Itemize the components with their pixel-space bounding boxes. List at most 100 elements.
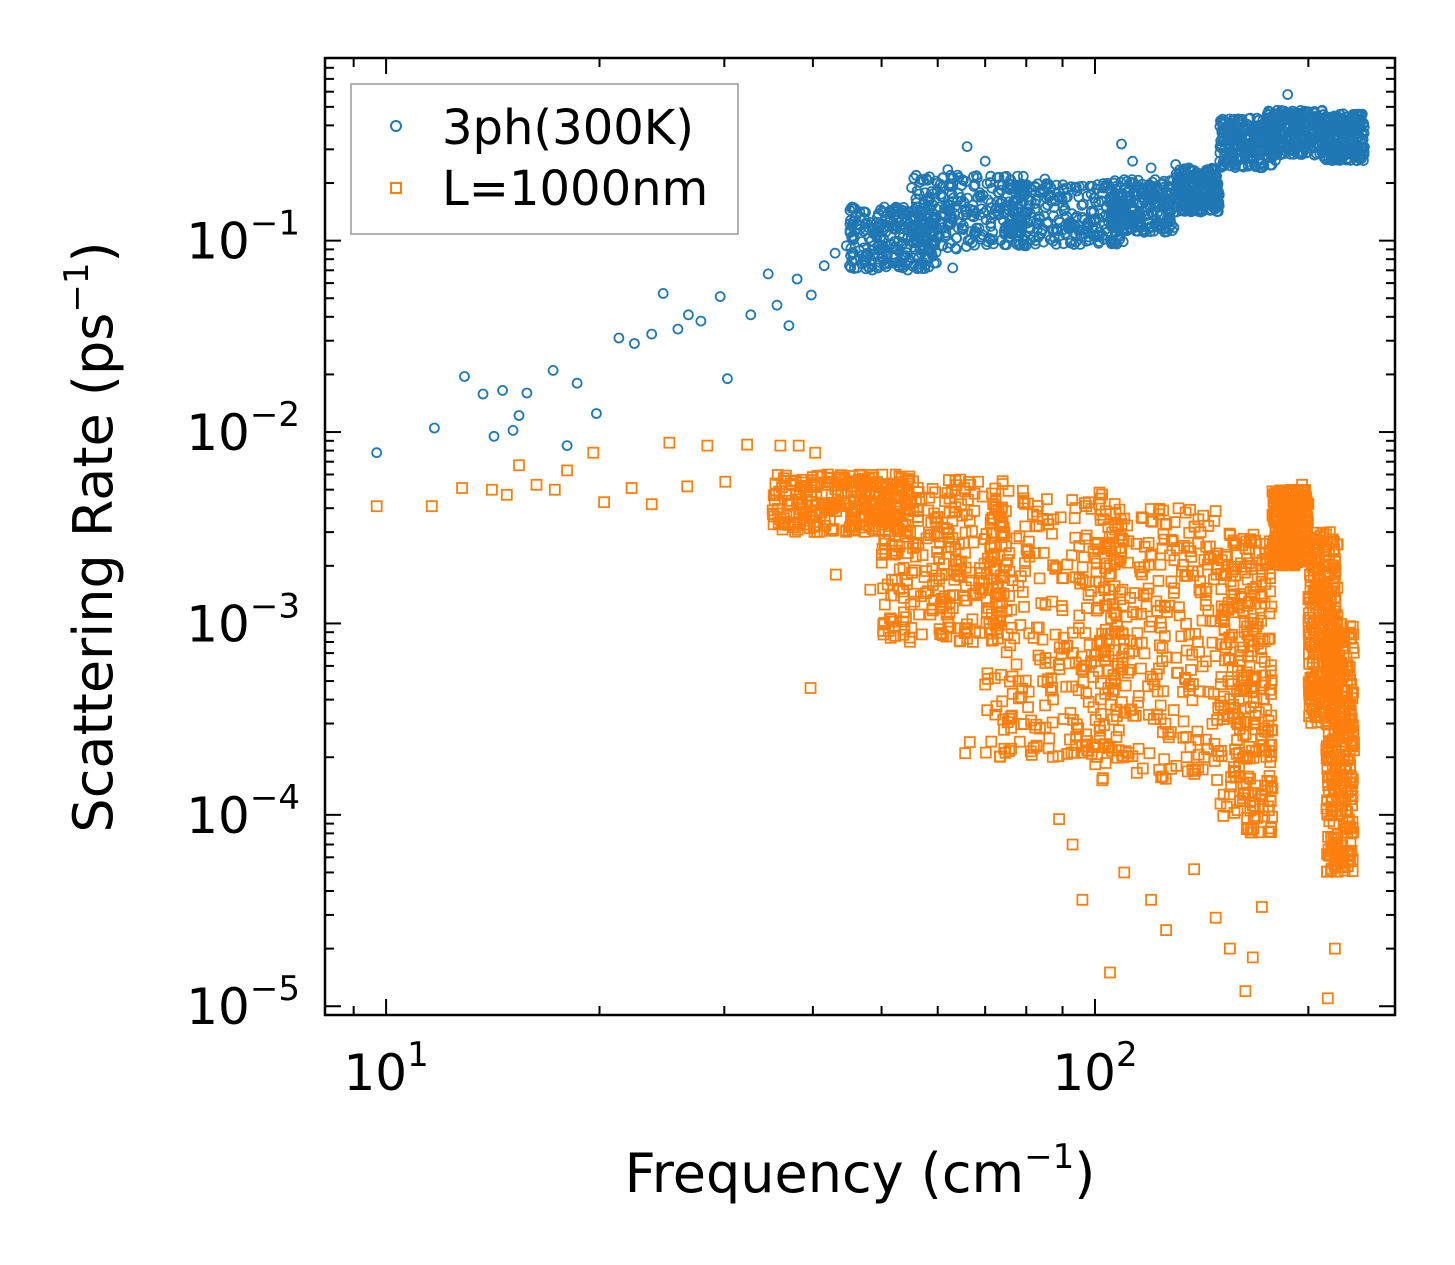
point-l1000 <box>1229 569 1242 582</box>
point-3ph <box>1054 192 1066 204</box>
point-l1000 <box>1118 512 1131 525</box>
point-l1000 <box>1265 775 1278 788</box>
point-l1000 <box>1329 942 1341 955</box>
point-3ph <box>910 169 922 181</box>
point-l1000 <box>1192 635 1204 648</box>
point-l1000 <box>1081 602 1093 614</box>
point-l1000 <box>992 632 1004 645</box>
point-3ph <box>916 263 928 275</box>
y-tick-label: 10−1 <box>186 204 300 271</box>
point-3ph <box>1123 186 1135 198</box>
point-3ph <box>1179 205 1191 217</box>
point-l1000 <box>1097 772 1109 784</box>
point-l1000 <box>1307 561 1319 573</box>
point-l1000 <box>1145 893 1157 906</box>
point-3ph <box>874 219 886 231</box>
point-l1000 <box>1137 589 1150 601</box>
point-l1000 <box>931 527 943 539</box>
point-l1000 <box>1156 642 1169 654</box>
point-l1000 <box>881 508 894 521</box>
point-l1000 <box>1183 628 1195 641</box>
point-l1000 <box>456 482 469 494</box>
point-l1000 <box>1256 729 1268 741</box>
point-3ph <box>966 210 978 222</box>
point-l1000 <box>1061 639 1073 652</box>
point-l1000 <box>1142 680 1154 693</box>
point-l1000 <box>741 438 753 451</box>
point-3ph <box>1123 209 1135 221</box>
point-3ph <box>974 190 986 201</box>
point-l1000 <box>1255 652 1268 664</box>
point-3ph <box>1217 118 1229 129</box>
point-l1000 <box>805 474 818 487</box>
point-3ph <box>488 430 500 442</box>
point-l1000 <box>1054 511 1067 524</box>
point-l1000 <box>1237 729 1250 742</box>
point-l1000 <box>1165 762 1178 775</box>
point-l1000 <box>1324 672 1337 684</box>
point-l1000 <box>1124 592 1136 604</box>
point-l1000 <box>1112 520 1125 533</box>
point-l1000 <box>1308 547 1321 560</box>
point-l1000 <box>997 587 1010 600</box>
point-3ph <box>646 328 658 340</box>
point-l1000 <box>1234 683 1246 695</box>
point-3ph <box>1093 236 1105 248</box>
point-l1000 <box>1097 650 1110 662</box>
point-l1000 <box>1209 911 1222 924</box>
point-3ph <box>1061 210 1072 222</box>
point-l1000 <box>1142 537 1155 549</box>
point-3ph <box>1203 198 1215 210</box>
point-3ph <box>889 236 901 247</box>
point-l1000 <box>878 598 891 611</box>
point-l1000 <box>1296 478 1308 491</box>
point-3ph <box>1268 118 1280 130</box>
point-l1000 <box>513 459 525 472</box>
point-3ph <box>1018 234 1030 246</box>
point-l1000 <box>879 494 892 507</box>
point-3ph <box>1048 202 1060 214</box>
point-3ph <box>937 172 949 183</box>
point-l1000 <box>997 521 1010 534</box>
point-3ph <box>1113 190 1125 202</box>
point-3ph <box>1088 192 1100 204</box>
point-3ph <box>1013 201 1024 213</box>
point-l1000 <box>1118 633 1130 646</box>
point-l1000 <box>1329 564 1342 577</box>
point-l1000 <box>1165 533 1178 546</box>
point-l1000 <box>769 477 782 490</box>
point-l1000 <box>822 468 834 481</box>
point-l1000 <box>1237 751 1249 764</box>
point-l1000 <box>1046 527 1058 540</box>
point-l1000 <box>995 668 1007 681</box>
point-3ph <box>1268 148 1279 160</box>
point-l1000 <box>1115 663 1128 676</box>
point-l1000 <box>1143 708 1155 721</box>
point-l1000 <box>1180 751 1193 764</box>
point-l1000 <box>840 525 852 538</box>
point-l1000 <box>904 598 917 611</box>
point-l1000 <box>835 469 847 482</box>
point-l1000 <box>1258 635 1271 648</box>
point-l1000 <box>1091 751 1104 763</box>
point-l1000 <box>842 524 855 537</box>
point-l1000 <box>1122 556 1134 569</box>
point-l1000 <box>804 522 816 535</box>
point-l1000 <box>982 602 995 614</box>
point-3ph <box>955 217 967 229</box>
point-l1000 <box>789 517 801 529</box>
point-l1000 <box>963 566 976 579</box>
point-l1000 <box>500 488 513 501</box>
point-3ph <box>1158 175 1170 187</box>
point-3ph <box>961 141 973 153</box>
point-l1000 <box>959 747 972 760</box>
point-l1000 <box>1345 827 1358 840</box>
legend-label-l1000: L=1000nm <box>442 161 708 217</box>
point-l1000 <box>1022 685 1035 698</box>
point-3ph <box>1291 123 1302 135</box>
point-l1000 <box>1092 665 1105 678</box>
point-l1000 <box>1247 528 1260 541</box>
point-3ph <box>1199 185 1211 197</box>
point-l1000 <box>1061 558 1074 571</box>
point-l1000 <box>774 439 787 452</box>
